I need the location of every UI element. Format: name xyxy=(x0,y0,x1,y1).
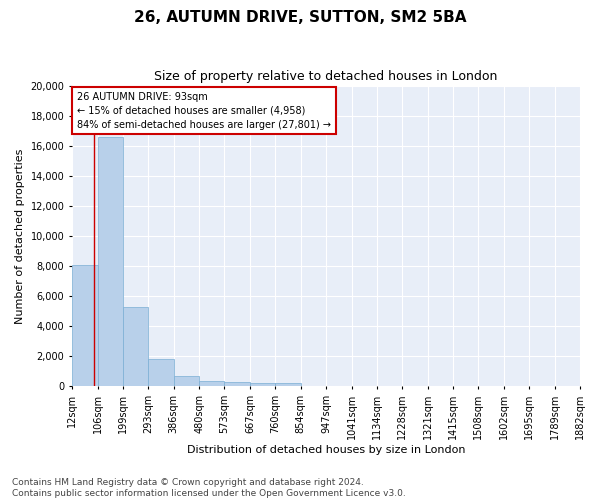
Bar xyxy=(275,384,301,386)
X-axis label: Distribution of detached houses by size in London: Distribution of detached houses by size … xyxy=(187,445,465,455)
Bar xyxy=(72,264,98,386)
Bar xyxy=(173,376,199,386)
Title: Size of property relative to detached houses in London: Size of property relative to detached ho… xyxy=(154,70,498,83)
Text: Contains HM Land Registry data © Crown copyright and database right 2024.
Contai: Contains HM Land Registry data © Crown c… xyxy=(12,478,406,498)
Text: 26 AUTUMN DRIVE: 93sqm
← 15% of detached houses are smaller (4,958)
84% of semi-: 26 AUTUMN DRIVE: 93sqm ← 15% of detached… xyxy=(77,92,331,130)
Bar xyxy=(98,136,123,386)
Text: 26, AUTUMN DRIVE, SUTTON, SM2 5BA: 26, AUTUMN DRIVE, SUTTON, SM2 5BA xyxy=(134,10,466,25)
Bar xyxy=(250,383,275,386)
Bar xyxy=(199,381,224,386)
Bar xyxy=(123,306,148,386)
Bar xyxy=(224,382,250,386)
Y-axis label: Number of detached properties: Number of detached properties xyxy=(15,148,25,324)
Bar xyxy=(148,359,173,386)
